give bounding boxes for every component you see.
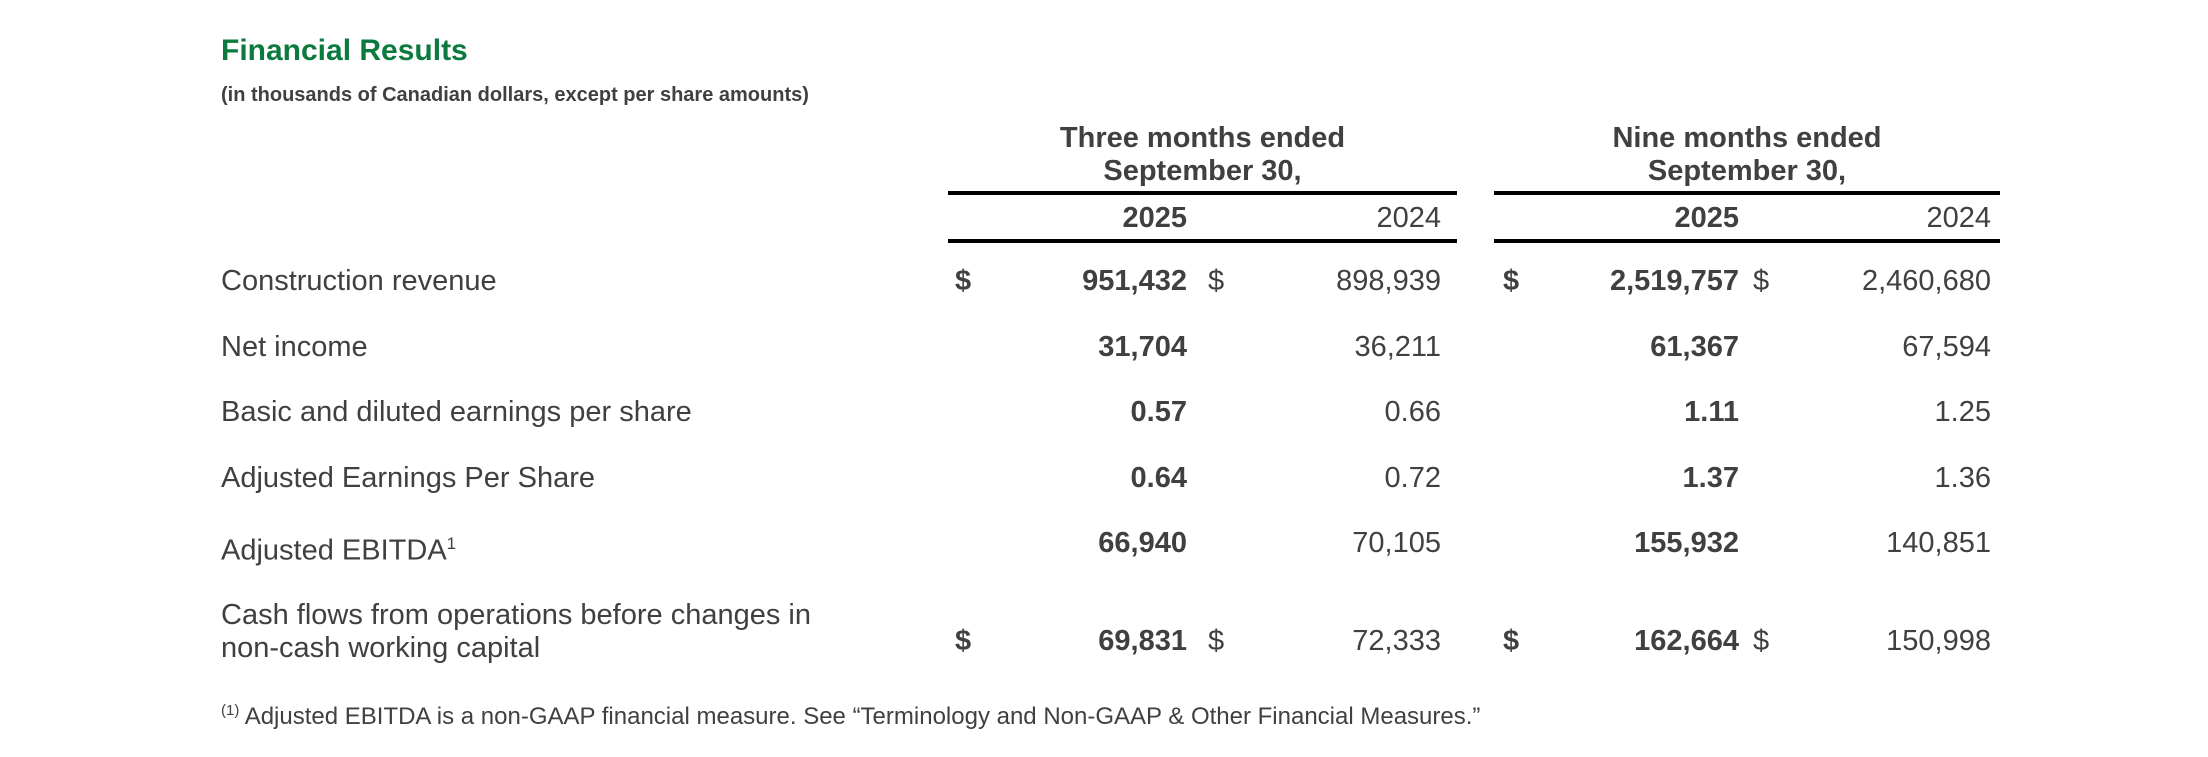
nine-months-header: Nine months ended September 30, bbox=[1494, 122, 2000, 188]
section-title: Financial Results bbox=[221, 34, 468, 67]
footnote-ref: 1 bbox=[446, 534, 457, 553]
row-label-text: Adjusted EBITDA bbox=[221, 534, 447, 567]
table-cell: 150,998 bbox=[1886, 625, 1991, 657]
table-cell: 0.72 bbox=[1384, 462, 1441, 494]
three-months-header: Three months ended September 30, bbox=[948, 122, 1457, 188]
row-label: Construction revenue bbox=[221, 265, 497, 298]
row-label: Adjusted Earnings Per Share bbox=[221, 462, 595, 495]
header-rule bbox=[1494, 239, 2000, 243]
table-cell: 951,432 bbox=[1082, 265, 1187, 297]
row-label: Adjusted EBITDA1 bbox=[221, 527, 456, 568]
year-header: 2025 bbox=[1674, 202, 1739, 234]
table-cell: 0.57 bbox=[1130, 396, 1187, 428]
header-line: September 30, bbox=[1103, 155, 1302, 187]
table-cell: 67,594 bbox=[1902, 331, 1991, 363]
header-rule bbox=[948, 239, 1457, 243]
table-cell: 155,932 bbox=[1634, 527, 1739, 559]
table-cell: 31,704 bbox=[1098, 331, 1187, 363]
row-label: Net income bbox=[221, 331, 368, 364]
currency-symbol: $ bbox=[1503, 265, 1520, 297]
header-line: Three months ended bbox=[1059, 122, 1346, 154]
table-cell: 0.64 bbox=[1130, 462, 1187, 494]
header-line: September 30, bbox=[1647, 155, 1847, 187]
header-line: Nine months ended bbox=[1612, 122, 1882, 154]
currency-symbol: $ bbox=[955, 625, 972, 657]
row-label-text: Adjusted Earnings Per Share bbox=[221, 462, 595, 494]
currency-symbol: $ bbox=[1753, 625, 1770, 657]
table-cell: 2,460,680 bbox=[1861, 265, 1991, 297]
table-cell: 0.66 bbox=[1384, 396, 1441, 428]
table-cell: 69,831 bbox=[1098, 625, 1187, 657]
currency-symbol: $ bbox=[1503, 625, 1520, 657]
footnote-text: Adjusted EBITDA is a non-GAAP financial … bbox=[239, 703, 1481, 730]
table-cell: 898,939 bbox=[1336, 265, 1441, 297]
table-cell: 162,664 bbox=[1634, 625, 1739, 657]
currency-symbol: $ bbox=[955, 265, 972, 297]
table-cell: 1.25 bbox=[1934, 396, 1991, 428]
table-cell: 2,519,757 bbox=[1609, 265, 1739, 297]
header-rule bbox=[948, 191, 1457, 195]
year-header: 2024 bbox=[1376, 202, 1441, 234]
row-label: Cash flows from operations before change… bbox=[221, 599, 811, 665]
table-cell: 1.36 bbox=[1934, 462, 1991, 494]
currency-symbol: $ bbox=[1208, 625, 1225, 657]
year-header: 2024 bbox=[1926, 202, 1991, 234]
currency-symbol: $ bbox=[1753, 265, 1770, 297]
header-rule bbox=[1494, 191, 2000, 195]
row-label-text: Basic and diluted earnings per share bbox=[221, 396, 692, 428]
table-cell: 36,211 bbox=[1354, 331, 1441, 363]
row-label-text: Construction revenue bbox=[221, 265, 497, 297]
table-cell: 1.37 bbox=[1682, 462, 1739, 494]
row-label-line: non-cash working capital bbox=[221, 632, 541, 664]
footnote: (1) Adjusted EBITDA is a non-GAAP financ… bbox=[221, 702, 1480, 731]
table-cell: 66,940 bbox=[1098, 527, 1187, 559]
section-subtitle: (in thousands of Canadian dollars, excep… bbox=[221, 84, 809, 106]
year-header: 2025 bbox=[1122, 202, 1187, 234]
table-cell: 61,367 bbox=[1650, 331, 1739, 363]
table-cell: 140,851 bbox=[1886, 527, 1991, 559]
row-label-text: Net income bbox=[221, 331, 368, 363]
table-cell: 1.11 bbox=[1684, 396, 1739, 428]
currency-symbol: $ bbox=[1208, 265, 1225, 297]
table-cell: 72,333 bbox=[1352, 625, 1441, 657]
table-cell: 70,105 bbox=[1352, 527, 1441, 559]
row-label: Basic and diluted earnings per share bbox=[221, 396, 692, 429]
footnote-marker: (1) bbox=[221, 702, 240, 719]
row-label-line: Cash flows from operations before change… bbox=[221, 599, 811, 631]
